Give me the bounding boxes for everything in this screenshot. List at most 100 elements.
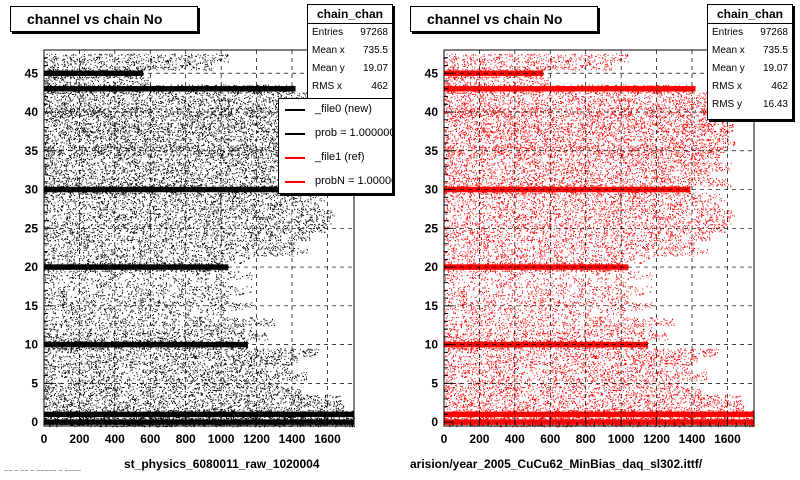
data-row-y37 <box>45 131 330 141</box>
data-row-y37 <box>445 131 730 141</box>
data-row-y45 <box>444 69 544 79</box>
scatter-points <box>44 324 253 335</box>
data-row-y24 <box>444 231 711 242</box>
stat-value: 735.5 <box>362 45 388 56</box>
left-stats-rmsx-row: RMS x 462 <box>308 78 392 96</box>
data-row-y33 <box>444 162 732 172</box>
x-tick-label: 0 <box>441 432 448 446</box>
data-row-y29 <box>444 193 725 203</box>
scatter-points <box>444 224 729 234</box>
data-row-y25 <box>44 224 329 234</box>
scatter-points <box>45 348 320 358</box>
scatter-points <box>444 162 732 172</box>
right-plot: 0 200 400 600 800 1000 1200 1400 1600 0 5 10 15 20 25 3… <box>425 49 755 446</box>
data-row-y5 <box>444 379 682 389</box>
scatter-points <box>444 332 669 343</box>
scatter-points <box>44 208 335 219</box>
x-tick-label: 1400 <box>279 432 306 446</box>
scatter-points <box>44 332 269 343</box>
x-tick-label: 0 <box>41 432 48 446</box>
legend-swatch <box>285 181 305 183</box>
right-plot-frame <box>443 49 755 427</box>
data-row-y42 <box>44 92 311 102</box>
data-row-y34 <box>444 154 720 164</box>
scatter-points <box>44 185 292 195</box>
y-tick-label: 35 <box>25 144 39 158</box>
data-row-y44 <box>44 76 149 86</box>
data-row-y22 <box>44 247 308 257</box>
dense-band <box>44 86 296 92</box>
scatter-points <box>46 115 329 125</box>
scatter-points <box>444 69 544 79</box>
y-tick-label: 25 <box>425 221 439 235</box>
scatter-points <box>44 162 332 172</box>
data-row-y2 <box>445 402 745 412</box>
y-tick-label: 15 <box>425 299 439 313</box>
data-row-y21 <box>44 255 250 265</box>
left-stats-entries-row: Entries 97268 <box>308 24 392 42</box>
data-row-y46 <box>44 61 213 71</box>
data-row-y3 <box>44 394 342 405</box>
dense-band <box>44 341 248 348</box>
scatter-points <box>444 216 732 226</box>
scatter-points <box>44 216 332 226</box>
data-row-y40 <box>444 107 727 118</box>
scatter-points <box>44 84 296 94</box>
data-row-y18 <box>45 278 227 288</box>
scatter-points <box>444 371 708 381</box>
right-stats-box: chain_chan Entries 97268 Mean x 735.5 Mean… <box>707 4 793 120</box>
scatter-points <box>444 208 735 219</box>
scatter-points <box>444 200 720 211</box>
stat-label: Mean y <box>712 63 745 74</box>
x-tick-label: 1000 <box>208 432 235 446</box>
data-row-y22 <box>444 247 708 257</box>
y-tick-label: 5 <box>31 376 38 390</box>
stat-value: 735.5 <box>762 45 788 56</box>
scatter-points <box>444 262 630 273</box>
y-tick-label: 25 <box>25 221 39 235</box>
stat-value: 19.07 <box>362 63 388 74</box>
data-row-y0 <box>444 417 755 428</box>
data-row-y28 <box>444 200 720 211</box>
scatter-points <box>44 255 250 265</box>
scatter-points <box>444 76 549 86</box>
data-row-y29 <box>44 193 325 203</box>
data-row-y28 <box>44 200 320 211</box>
stat-label: Entries <box>312 27 344 38</box>
data-row-y39 <box>446 115 729 125</box>
data-row-y26 <box>44 216 332 226</box>
legend-entry: _file1 (ref) <box>279 147 392 169</box>
scatter-points <box>444 154 720 164</box>
scatter-points <box>444 61 613 71</box>
data-row-y47 <box>44 53 229 63</box>
data-row-y20 <box>444 262 630 273</box>
left-footer-tiny: ~~ ~ ~~ ~ ~~~~~ ~ ~~~~ <box>4 468 82 475</box>
y-tick-label: 40 <box>425 105 439 119</box>
y-tick-label: 10 <box>25 338 39 352</box>
data-row-y23 <box>444 239 695 250</box>
data-row-y17 <box>44 286 252 296</box>
scatter-points <box>444 53 629 63</box>
data-row-y18 <box>445 278 627 288</box>
data-row-y27 <box>444 208 735 219</box>
data-row-y15 <box>44 301 253 312</box>
legend-entry: prob = 1.000000 <box>279 123 392 145</box>
stat-label: Mean x <box>712 45 745 56</box>
data-row-y19 <box>445 270 653 281</box>
x-tick-label: 1200 <box>643 432 670 446</box>
right-x-subtitle: arision/year_2005_CuCu62_MinBias_daq_sl3… <box>410 457 703 471</box>
scatter-points <box>444 177 732 188</box>
scatter-points <box>444 379 682 389</box>
stat-value: 16.43 <box>762 99 788 110</box>
right-stats-meany-row: Mean y 19.07 <box>708 60 792 78</box>
stat-label: RMS y <box>712 99 742 110</box>
left-legend: _file0 (new) prob = 1.000000 _file1 (ref… <box>278 98 393 194</box>
data-row-y31 <box>44 177 332 188</box>
scatter-points <box>444 317 675 327</box>
data-row-y3 <box>444 394 742 405</box>
scatter-points <box>44 53 229 63</box>
scatter-points <box>44 394 342 405</box>
scatter-points <box>445 169 711 180</box>
left-x-subtitle: st_physics_6080011_raw_1020004 <box>124 457 320 471</box>
stat-value: 462 <box>771 81 788 92</box>
